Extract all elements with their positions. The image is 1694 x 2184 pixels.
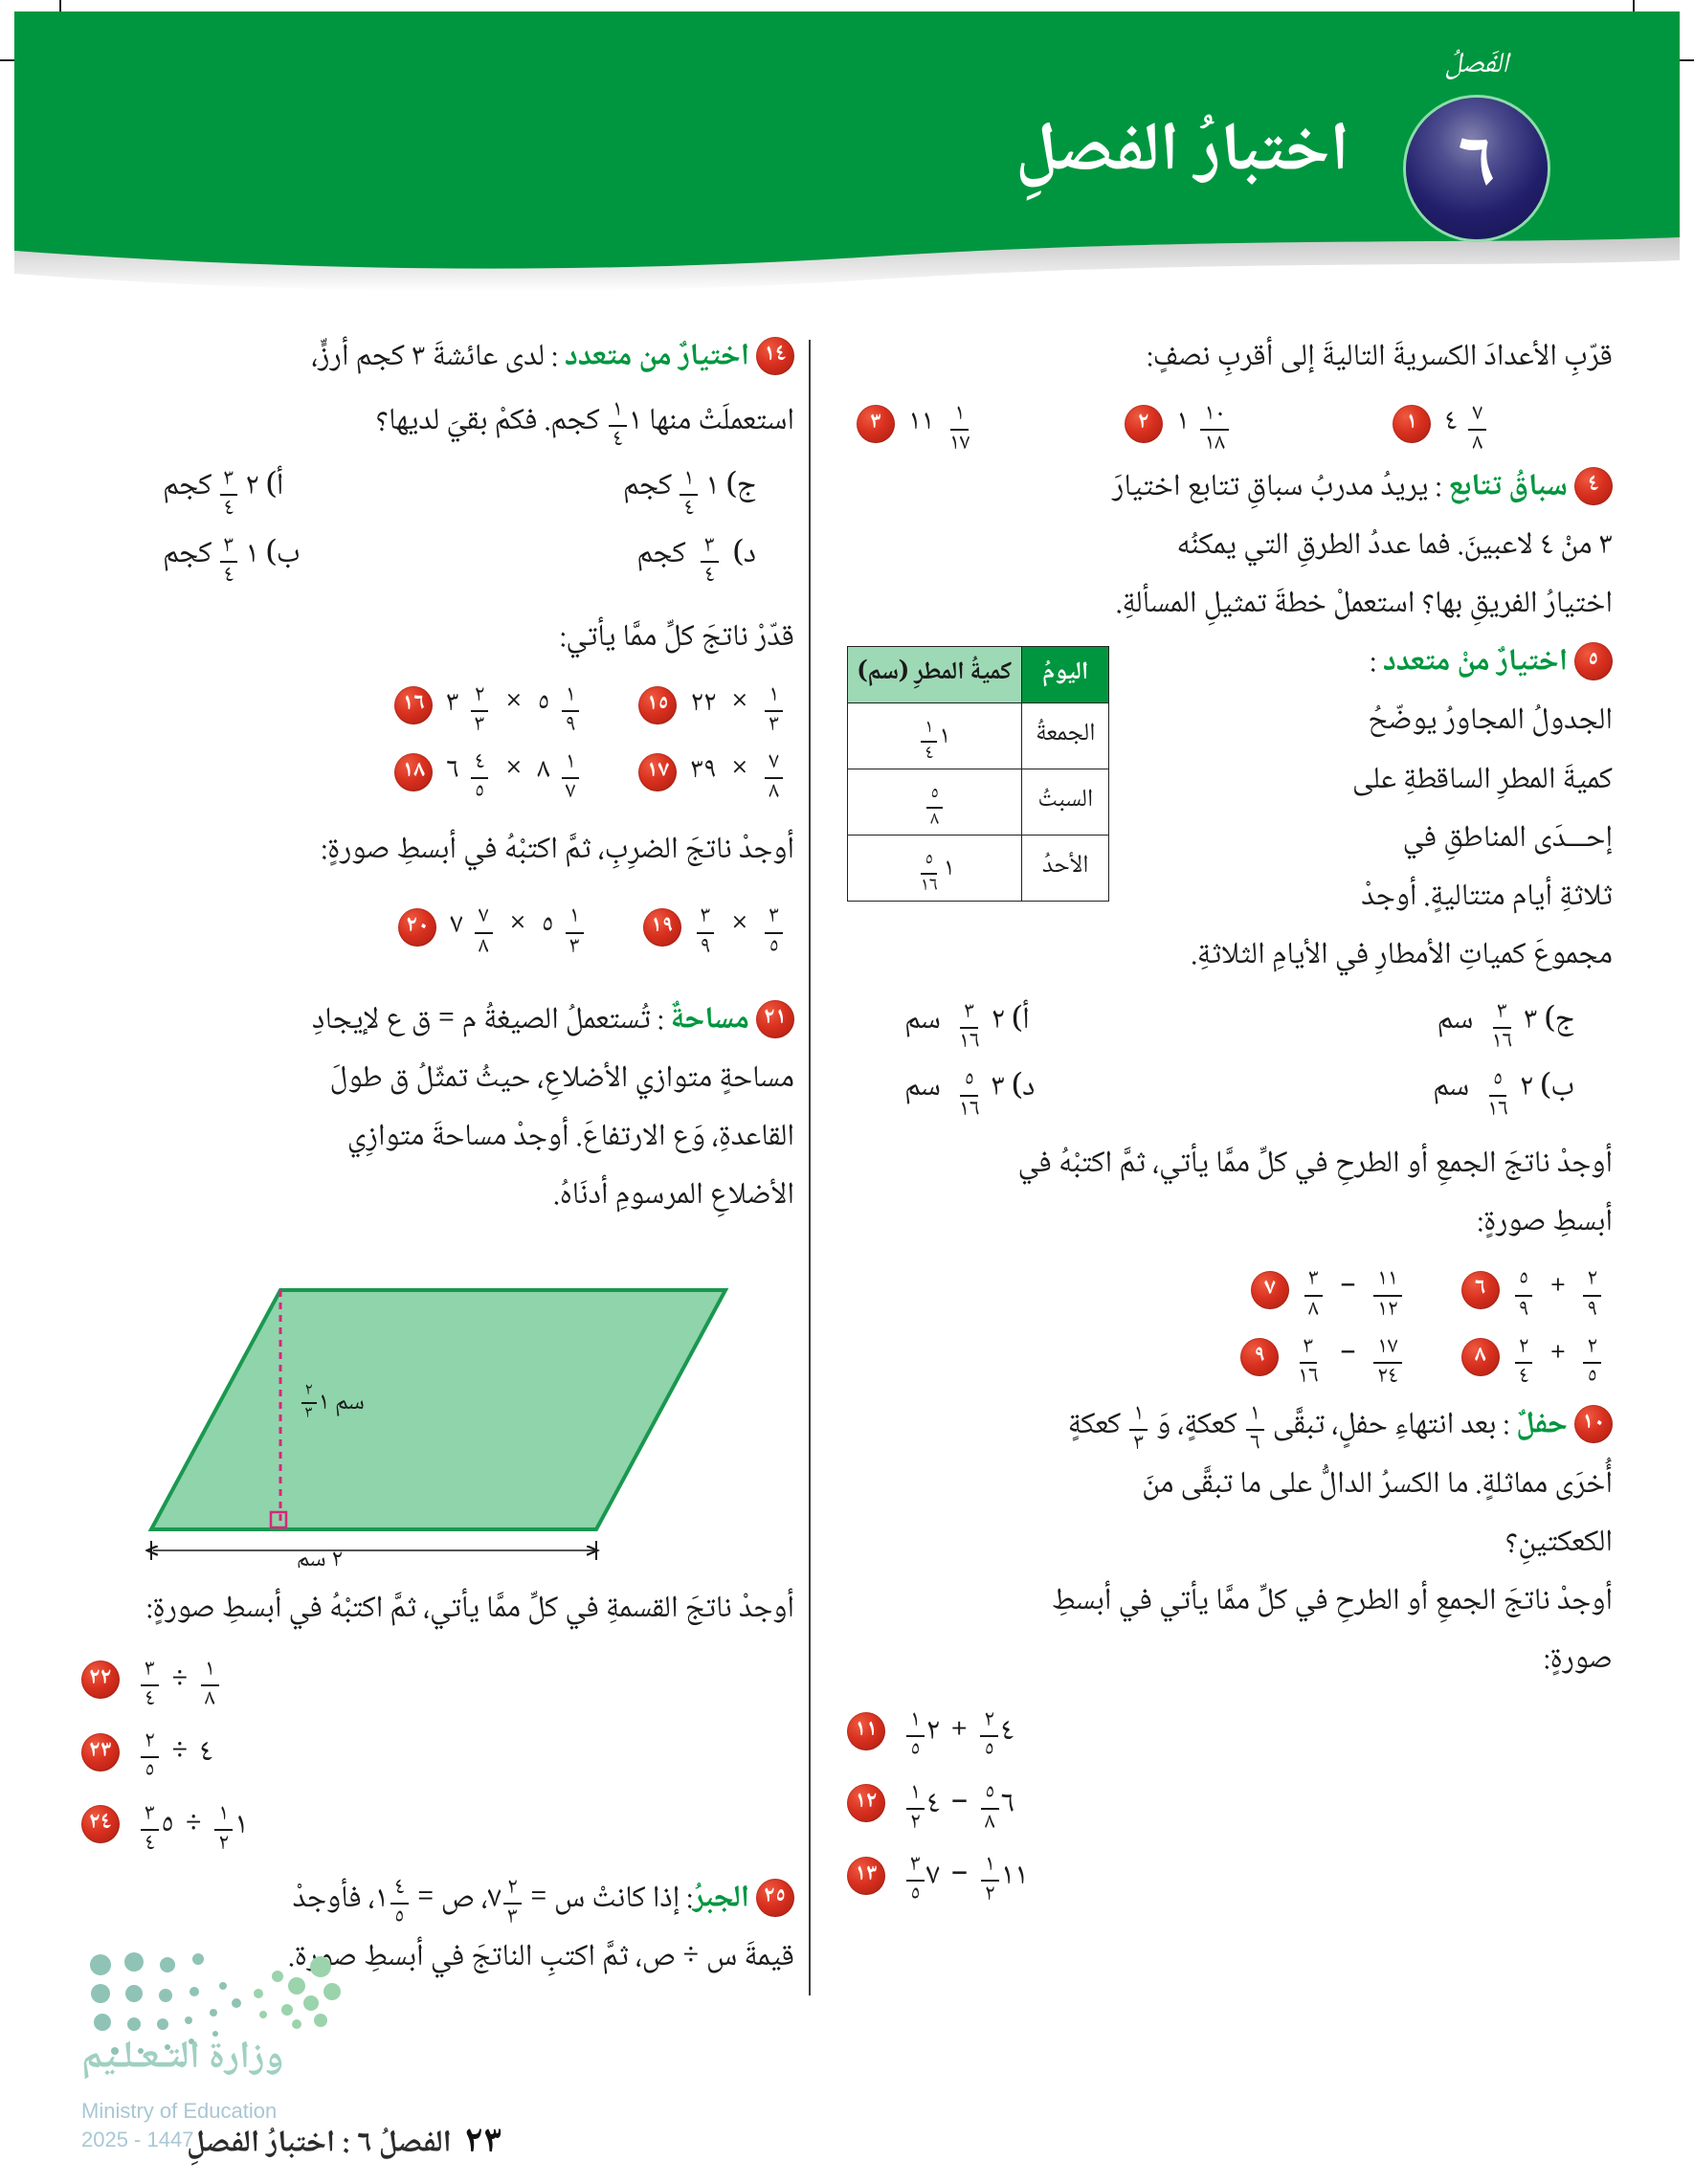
svg-text:٢ سم: ٢ سم — [296, 1540, 342, 1568]
